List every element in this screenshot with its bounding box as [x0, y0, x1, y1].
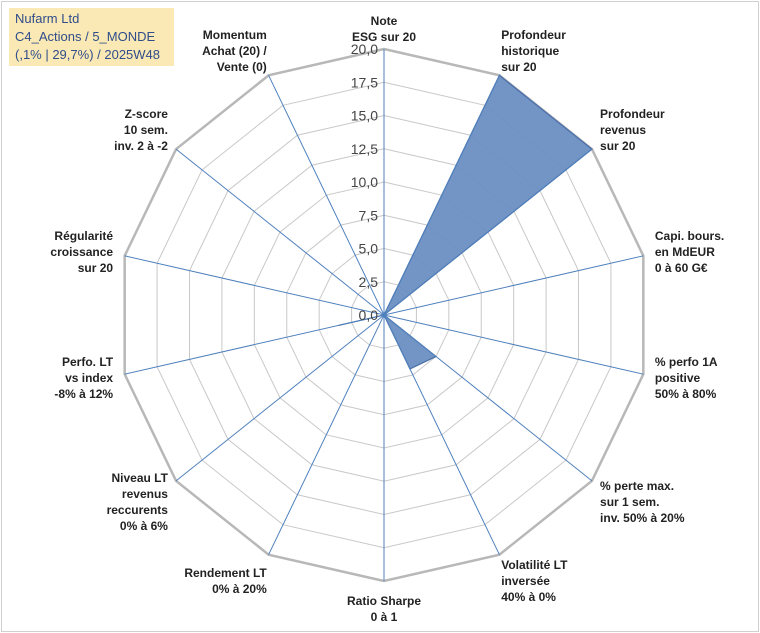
axis-spoke	[268, 75, 385, 316]
axis-label-line: 0 à 60 G€	[655, 261, 708, 275]
axis-label-line: Capi. bours.	[655, 229, 724, 243]
axis-label-line: historique	[501, 44, 559, 58]
tick-label: 17,5	[351, 74, 378, 90]
axis-label-line: revenus	[600, 123, 646, 137]
axis-label: Profondeur revenus sur 20	[600, 107, 665, 153]
axis-label: Ratio Sharpe 0 à 1	[347, 594, 421, 624]
axis-label-line: ESG sur 20	[352, 30, 416, 44]
axis-label-line: Achat (20) /	[202, 44, 267, 58]
tick-label: 0,0	[359, 307, 379, 323]
tick-label: 5,0	[359, 241, 379, 257]
axis-label-line: sur 20	[600, 139, 636, 153]
axis-label: Profondeur historique sur 20	[501, 28, 566, 74]
axis-label-line: 0% à 6%	[120, 519, 168, 533]
tick-label: 20,0	[351, 41, 378, 57]
axis-label-line: Rendement LT	[184, 566, 267, 580]
axis-label: Rendement LT 0% à 20%	[184, 566, 267, 596]
axis-spoke	[383, 314, 644, 375]
axis-label: Capi. bours. en MdEUR 0 à 60 G€	[655, 229, 724, 275]
tick-label: 2,5	[359, 274, 379, 290]
axis-label-line: % perte max.	[600, 479, 674, 493]
axis-label-line: inv. 50% à 20%	[600, 511, 685, 525]
axis-label-line: -8% à 12%	[54, 387, 113, 401]
axis-label-line: Volatilité LT	[501, 558, 568, 572]
axis-spoke	[383, 314, 500, 555]
axis-spoke	[383, 75, 500, 316]
axis-spoke	[124, 314, 385, 375]
axis-label-line: 40% à 0%	[501, 590, 556, 604]
axis-label-line: sur 20	[78, 261, 114, 275]
axis-label-line: Z-score	[125, 107, 169, 121]
axis-label-line: inv. 2 à -2	[114, 139, 168, 153]
tick-label: 15,0	[351, 108, 378, 124]
axis-label: % perte max. sur 1 sem. inv. 50% à 20%	[600, 479, 685, 525]
axis-label-line: 0 à 1	[371, 610, 398, 624]
axis-label: Note ESG sur 20	[352, 14, 416, 44]
axis-label-line: en MdEUR	[655, 245, 715, 259]
axis-label-line: croissance	[50, 245, 113, 259]
axis-label: Perfo. LT vs index -8% à 12%	[54, 355, 113, 401]
axis-spoke	[175, 314, 385, 482]
axis-label: Momentum Achat (20) / Vente (0)	[202, 28, 267, 74]
axis-label: Niveau LT revenus reccurents 0% à 6%	[107, 471, 169, 533]
axis-spoke	[124, 255, 385, 316]
axis-spoke	[383, 148, 593, 316]
axis-label-line: reccurents	[107, 503, 169, 517]
axis-label: Volatilité LT inversée 40% à 0%	[501, 558, 568, 604]
period-label: (,1% | 29,7%) / 2025W48	[15, 47, 161, 62]
tick-label: 12,5	[351, 141, 378, 157]
axis-label-line: Profondeur	[501, 28, 566, 42]
axis-label-line: revenus	[122, 487, 168, 501]
axis-spoke	[383, 314, 593, 482]
axis-label-line: Momentum	[203, 28, 267, 42]
axis-label-line: positive	[655, 371, 701, 385]
axis-spoke	[383, 255, 644, 316]
axis-label-line: Vente (0)	[217, 60, 267, 74]
axis-label-line: Profondeur	[600, 107, 665, 121]
chart-title-box: Nufarm Ltd C4_Actions / 5_MONDE (,1% | 2…	[9, 8, 174, 66]
axis-label-line: sur 20	[501, 60, 537, 74]
axis-label-line: 50% à 80%	[655, 387, 717, 401]
tick-label: 10,0	[351, 174, 378, 190]
axis-spoke	[175, 148, 385, 316]
axis-label-line: vs index	[65, 371, 113, 385]
axis-label: Régularité croissance sur 20	[50, 229, 113, 275]
tick-label: 7,5	[359, 207, 379, 223]
company-name: Nufarm Ltd	[15, 11, 80, 26]
axis-label: Z-score 10 sem. inv. 2 à -2	[114, 107, 168, 153]
axis-label-line: sur 1 sem.	[600, 495, 659, 509]
axis-label: % perfo 1A positive 50% à 80%	[655, 355, 718, 401]
axis-label-line: Ratio Sharpe	[347, 594, 421, 608]
axis-spoke	[268, 314, 385, 555]
portfolio-name: C4_Actions / 5_MONDE	[15, 29, 156, 44]
axis-label-line: inversée	[501, 574, 550, 588]
axis-label-line: 0% à 20%	[212, 582, 267, 596]
axis-label-line: 10 sem.	[124, 123, 168, 137]
axis-label-line: Niveau LT	[111, 471, 168, 485]
axis-label-line: Régularité	[54, 229, 113, 243]
axis-label-line: Note	[371, 14, 398, 28]
axis-label-line: Perfo. LT	[62, 355, 114, 369]
axis-label-line: % perfo 1A	[655, 355, 718, 369]
